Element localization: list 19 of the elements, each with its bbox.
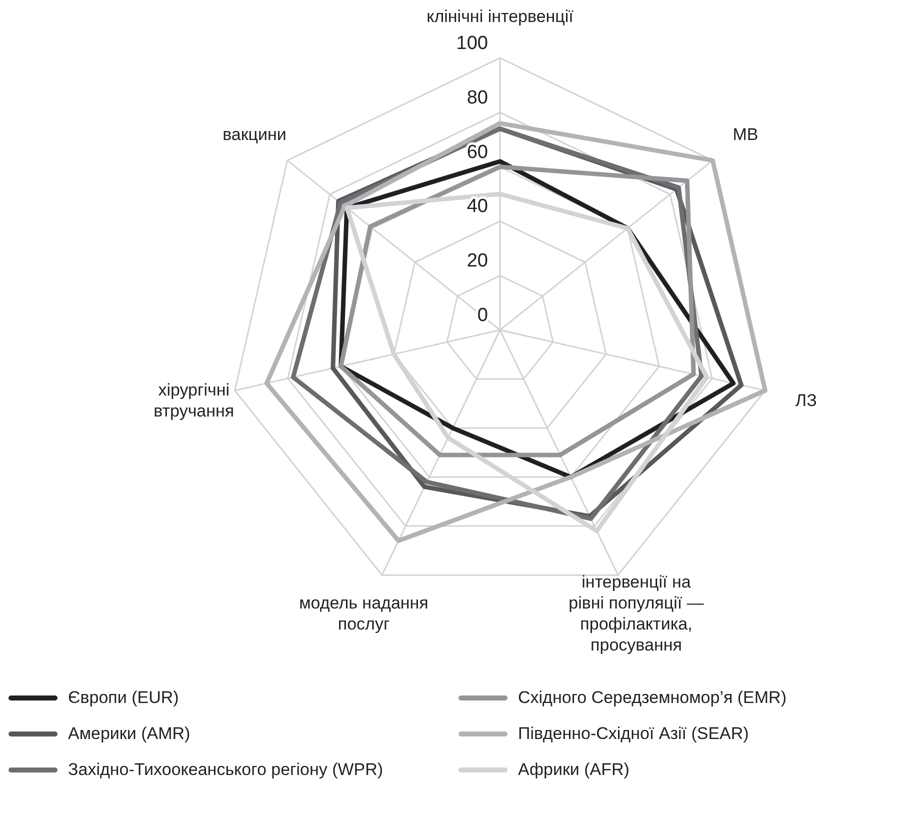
legend-label: Східного Середземномор’я (EMR)	[518, 688, 786, 708]
y-tick-label: 80	[466, 87, 488, 108]
y-tick-label: 20	[466, 250, 488, 272]
legend-label: Африки (AFR)	[518, 760, 630, 780]
y-tick-label: 40	[466, 196, 488, 218]
y-tick-label: 60	[466, 142, 488, 163]
spoke-label: вакцини	[222, 125, 286, 144]
y-tick-label: 0	[477, 305, 488, 326]
spoke-label: ЛЗ	[795, 390, 817, 410]
legend-label: Південно-Східної Азії (SEAR)	[518, 724, 749, 744]
spoke-label: модель надання послуг	[299, 593, 428, 634]
spoke-label: хірургічні втручання	[154, 380, 234, 420]
legend-label: Європи (EUR)	[68, 688, 179, 708]
spoke-label: інтервенції на рівні популяції — профілактика, просування	[568, 572, 704, 654]
y-tick-label: 100	[456, 33, 488, 54]
legend-label: Західно-Тихоокеанського регіону (WPR)	[68, 760, 384, 780]
spoke-label: МВ	[732, 125, 758, 144]
legend-label: Америки (AMR)	[68, 724, 190, 744]
spoke-label: клінічні інтервенції	[426, 7, 574, 26]
